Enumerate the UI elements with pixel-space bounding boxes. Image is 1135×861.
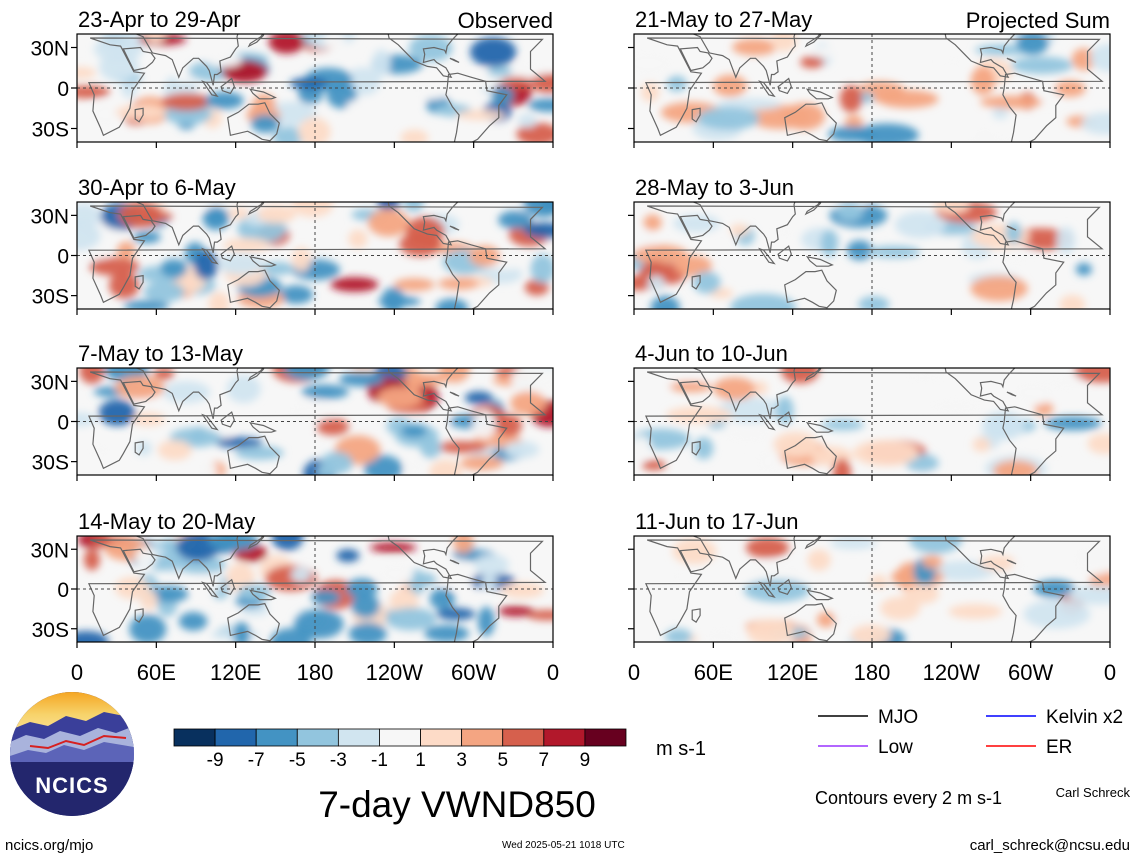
colorbar-swatch <box>543 728 586 747</box>
x-tick-label: 120E <box>767 660 818 685</box>
colorbar-swatch <box>502 728 545 747</box>
y-tick-label: 30N <box>30 38 69 61</box>
coastlines <box>644 34 1104 142</box>
y-tick-label: 30N <box>30 205 69 228</box>
panel-label: 28-May to 3-Jun <box>635 175 794 200</box>
x-tick-label: 0 <box>71 660 83 685</box>
x-tick-label: 120E <box>210 660 261 685</box>
colorbar-tick-label: -5 <box>289 750 306 771</box>
x-tick-label: 60E <box>694 660 733 685</box>
colorbar-tick-label: -3 <box>330 750 347 771</box>
panel-label: 7-May to 13-May <box>78 341 243 366</box>
timestamp: Wed 2025-05-21 1018 UTC <box>502 840 625 851</box>
colorbar-tick-label: 5 <box>497 750 508 771</box>
author-email: carl_schreck@ncsu.edu <box>970 837 1130 854</box>
colorbar-unit: m s-1 <box>656 738 706 760</box>
x-tick-label: 180 <box>854 660 891 685</box>
panel-label: 30-Apr to 6-May <box>78 175 236 200</box>
colorbar-swatch <box>255 728 298 747</box>
map-panel: 30N 0 30S 30-Apr to 6-May <box>30 175 554 315</box>
figure-title: 7-day VWND850 <box>318 784 596 825</box>
coastlines <box>87 368 547 475</box>
y-tick-label: 30S <box>32 452 69 475</box>
colorbar-swatch <box>584 728 627 747</box>
colorbar-swatch <box>296 728 339 747</box>
panel-label: 11-Jun to 17-Jun <box>635 509 798 534</box>
y-tick-label: 0 <box>57 412 69 435</box>
coastlines <box>644 202 1104 309</box>
y-tick-label: 30N <box>30 371 69 394</box>
x-tick-label: 120W <box>923 660 981 685</box>
y-tick-label: 30S <box>32 619 69 642</box>
map-panel: 30N 0 30S 7-May to 13-May <box>30 341 554 481</box>
colorbar-swatch <box>214 728 257 747</box>
map-panel: 11-Jun to 17-Jun 0 60E 120E 180 120W 60W 0 <box>628 509 1116 685</box>
x-tick-label: 180 <box>297 660 334 685</box>
coastlines <box>87 34 547 142</box>
legend: MJO Kelvin x2 Low ER <box>818 707 1123 758</box>
legend-label: Kelvin x2 <box>1046 707 1123 728</box>
coastlines <box>87 202 547 309</box>
map-panel: 28-May to 3-Jun <box>628 175 1111 315</box>
colorbar-tick-label: 3 <box>456 750 467 771</box>
colorbar-tick-label: 9 <box>580 750 591 771</box>
colorbar-swatch <box>337 728 380 747</box>
y-tick-label: 0 <box>57 78 69 101</box>
contours-note: Contours every 2 m s-1 <box>815 788 1002 808</box>
author-name: Carl Schreck <box>1056 785 1131 800</box>
x-tick-label: 0 <box>1104 660 1116 685</box>
x-tick-label: 60W <box>1008 660 1053 685</box>
column-label: Projected Sum <box>966 8 1110 33</box>
legend-label: Low <box>878 737 913 758</box>
panel-label: 4-Jun to 10-Jun <box>635 341 788 366</box>
map-panel: 4-Jun to 10-Jun <box>628 341 1111 481</box>
legend-label: ER <box>1046 737 1072 758</box>
colorbar-swatch <box>420 728 463 747</box>
panel-label: 14-May to 20-May <box>78 509 255 534</box>
legend-label: MJO <box>878 707 918 728</box>
coastlines <box>644 536 1104 642</box>
y-tick-label: 30N <box>30 539 69 562</box>
logo-text: NCICS <box>35 773 108 798</box>
coastlines <box>87 536 547 642</box>
x-tick-label: 60W <box>451 660 496 685</box>
colorbar-tick-label: -7 <box>248 750 265 771</box>
coastlines <box>644 368 1104 475</box>
column-label: Observed <box>458 8 553 33</box>
colorbar-swatch <box>461 728 504 747</box>
y-tick-label: 30S <box>32 119 69 142</box>
x-tick-label: 60E <box>137 660 176 685</box>
colorbar-tick-label: -1 <box>371 750 388 771</box>
x-tick-label: 0 <box>628 660 640 685</box>
colorbar-swatch <box>173 728 216 747</box>
y-tick-label: 30S <box>32 286 69 309</box>
ncics-logo: NCICS <box>10 692 134 816</box>
x-tick-label: 120W <box>366 660 424 685</box>
colorbar-tick-label: 7 <box>539 750 550 771</box>
source-url: ncics.org/mjo <box>5 837 93 854</box>
map-panel: 30N 0 30S 23-Apr to 29-Apr Observed <box>30 7 554 148</box>
x-tick-label: 0 <box>547 660 559 685</box>
map-panel: 21-May to 27-May Projected Sum <box>628 7 1111 148</box>
colorbar-tick-label: 1 <box>415 750 426 771</box>
colorbar: -9 -7 -5 -3 -1 1 3 5 7 9 <box>173 728 627 771</box>
y-tick-label: 0 <box>57 579 69 602</box>
colorbar-swatch <box>379 728 421 747</box>
y-tick-label: 0 <box>57 246 69 269</box>
panel-label: 21-May to 27-May <box>635 7 812 32</box>
panel-label: 23-Apr to 29-Apr <box>78 7 241 32</box>
colorbar-tick-label: -9 <box>207 750 224 771</box>
